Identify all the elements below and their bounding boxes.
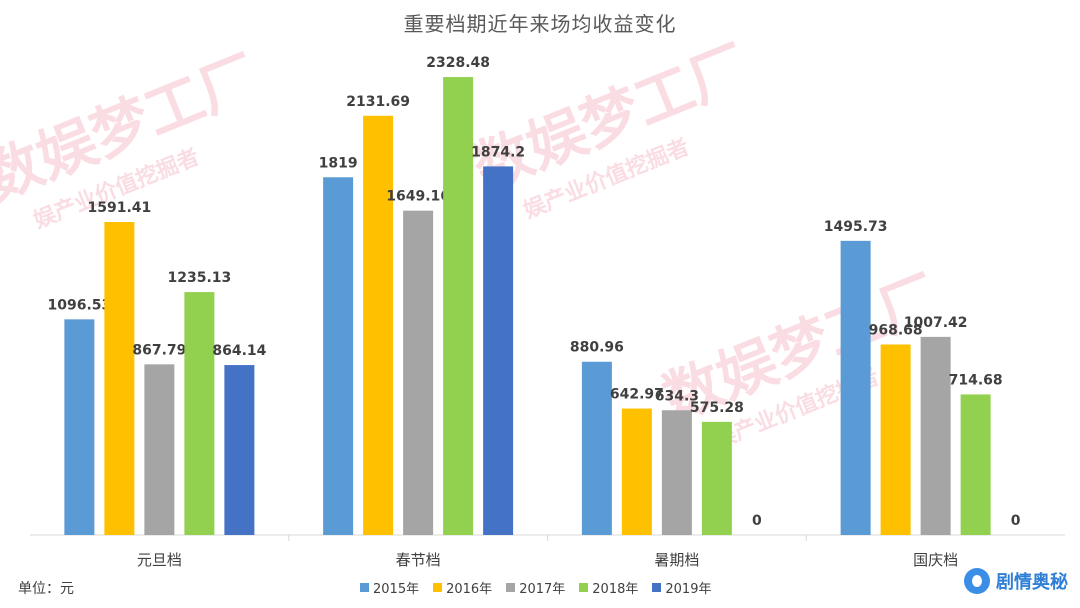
bar-2016年-元旦档 — [104, 222, 135, 535]
data-label: 1495.73 — [824, 219, 888, 235]
data-label: 1096.53 — [47, 297, 111, 313]
bar-2015年-春节档 — [323, 177, 354, 535]
brand-logo-icon — [964, 568, 990, 594]
data-label: 642.97 — [610, 387, 664, 403]
legend-item: 2017年 — [506, 578, 565, 597]
legend-label: 2019年 — [665, 582, 712, 597]
chart-title: 重要档期近年来场均收益变化 — [403, 12, 677, 36]
bar-2017年-国庆档 — [920, 336, 951, 535]
bar-2018年-元旦档 — [184, 292, 215, 535]
data-label: 714.68 — [949, 372, 1003, 388]
bar-2017年-春节档 — [403, 210, 434, 535]
data-label: 1007.42 — [904, 315, 968, 331]
legend-item: 2016年 — [433, 578, 492, 597]
data-label: 1819 — [319, 155, 358, 171]
bar-2015年-暑期档 — [581, 361, 612, 535]
legend-label: 2018年 — [592, 582, 639, 597]
brand-mark: 剧情奥秘 — [964, 568, 1068, 594]
data-label: 634.3 — [655, 388, 699, 404]
bar-2018年-国庆档 — [960, 394, 991, 535]
data-label: 880.96 — [570, 340, 624, 356]
bar-2015年-元旦档 — [64, 319, 95, 535]
legend-item: 2019年 — [652, 578, 711, 597]
bar-2016年-春节档 — [363, 115, 394, 535]
legend-swatch — [652, 583, 662, 592]
bar-2016年-暑期档 — [621, 408, 652, 535]
legend-item: 2015年 — [360, 578, 419, 597]
legend-label: 2016年 — [446, 582, 493, 597]
data-label: 2131.69 — [346, 94, 410, 110]
data-label: 0 — [1011, 513, 1021, 529]
data-label: 1591.41 — [87, 200, 151, 216]
legend: 2015年 2016年 2017年 2018年 2019年 — [360, 578, 711, 597]
legend-item: 2018年 — [579, 578, 638, 597]
bar-2017年-暑期档 — [661, 410, 692, 535]
category-label: 春节档 — [396, 551, 441, 569]
category-label: 元旦档 — [137, 551, 182, 569]
data-label: 864.14 — [212, 343, 266, 359]
bar-2019年-元旦档 — [224, 365, 255, 535]
unit-label: 单位：元 — [18, 581, 74, 597]
legend-label: 2015年 — [373, 582, 420, 597]
data-label: 575.28 — [690, 400, 744, 416]
data-label: 0 — [752, 513, 762, 529]
legend-label: 2017年 — [519, 582, 566, 597]
data-label: 867.79 — [132, 342, 186, 358]
category-label: 暑期档 — [654, 551, 699, 569]
data-label: 2328.48 — [426, 55, 490, 71]
bar-2018年-暑期档 — [701, 421, 732, 535]
bar-2017年-元旦档 — [144, 364, 175, 535]
legend-swatch — [433, 583, 443, 592]
data-label: 968.68 — [869, 322, 923, 338]
bar-2019年-春节档 — [483, 166, 514, 535]
bar-2018年-春节档 — [443, 77, 474, 535]
data-label: 1649.16 — [386, 189, 450, 205]
bar-2016年-国庆档 — [880, 344, 911, 535]
legend-swatch — [579, 583, 589, 592]
data-label: 1874.2 — [471, 144, 525, 160]
data-label: 1235.13 — [167, 270, 231, 286]
brand-name: 剧情奥秘 — [996, 572, 1068, 593]
bar-2015年-国庆档 — [840, 240, 871, 535]
category-label: 国庆档 — [913, 551, 958, 569]
legend-swatch — [360, 583, 369, 592]
legend-swatch — [506, 583, 516, 592]
